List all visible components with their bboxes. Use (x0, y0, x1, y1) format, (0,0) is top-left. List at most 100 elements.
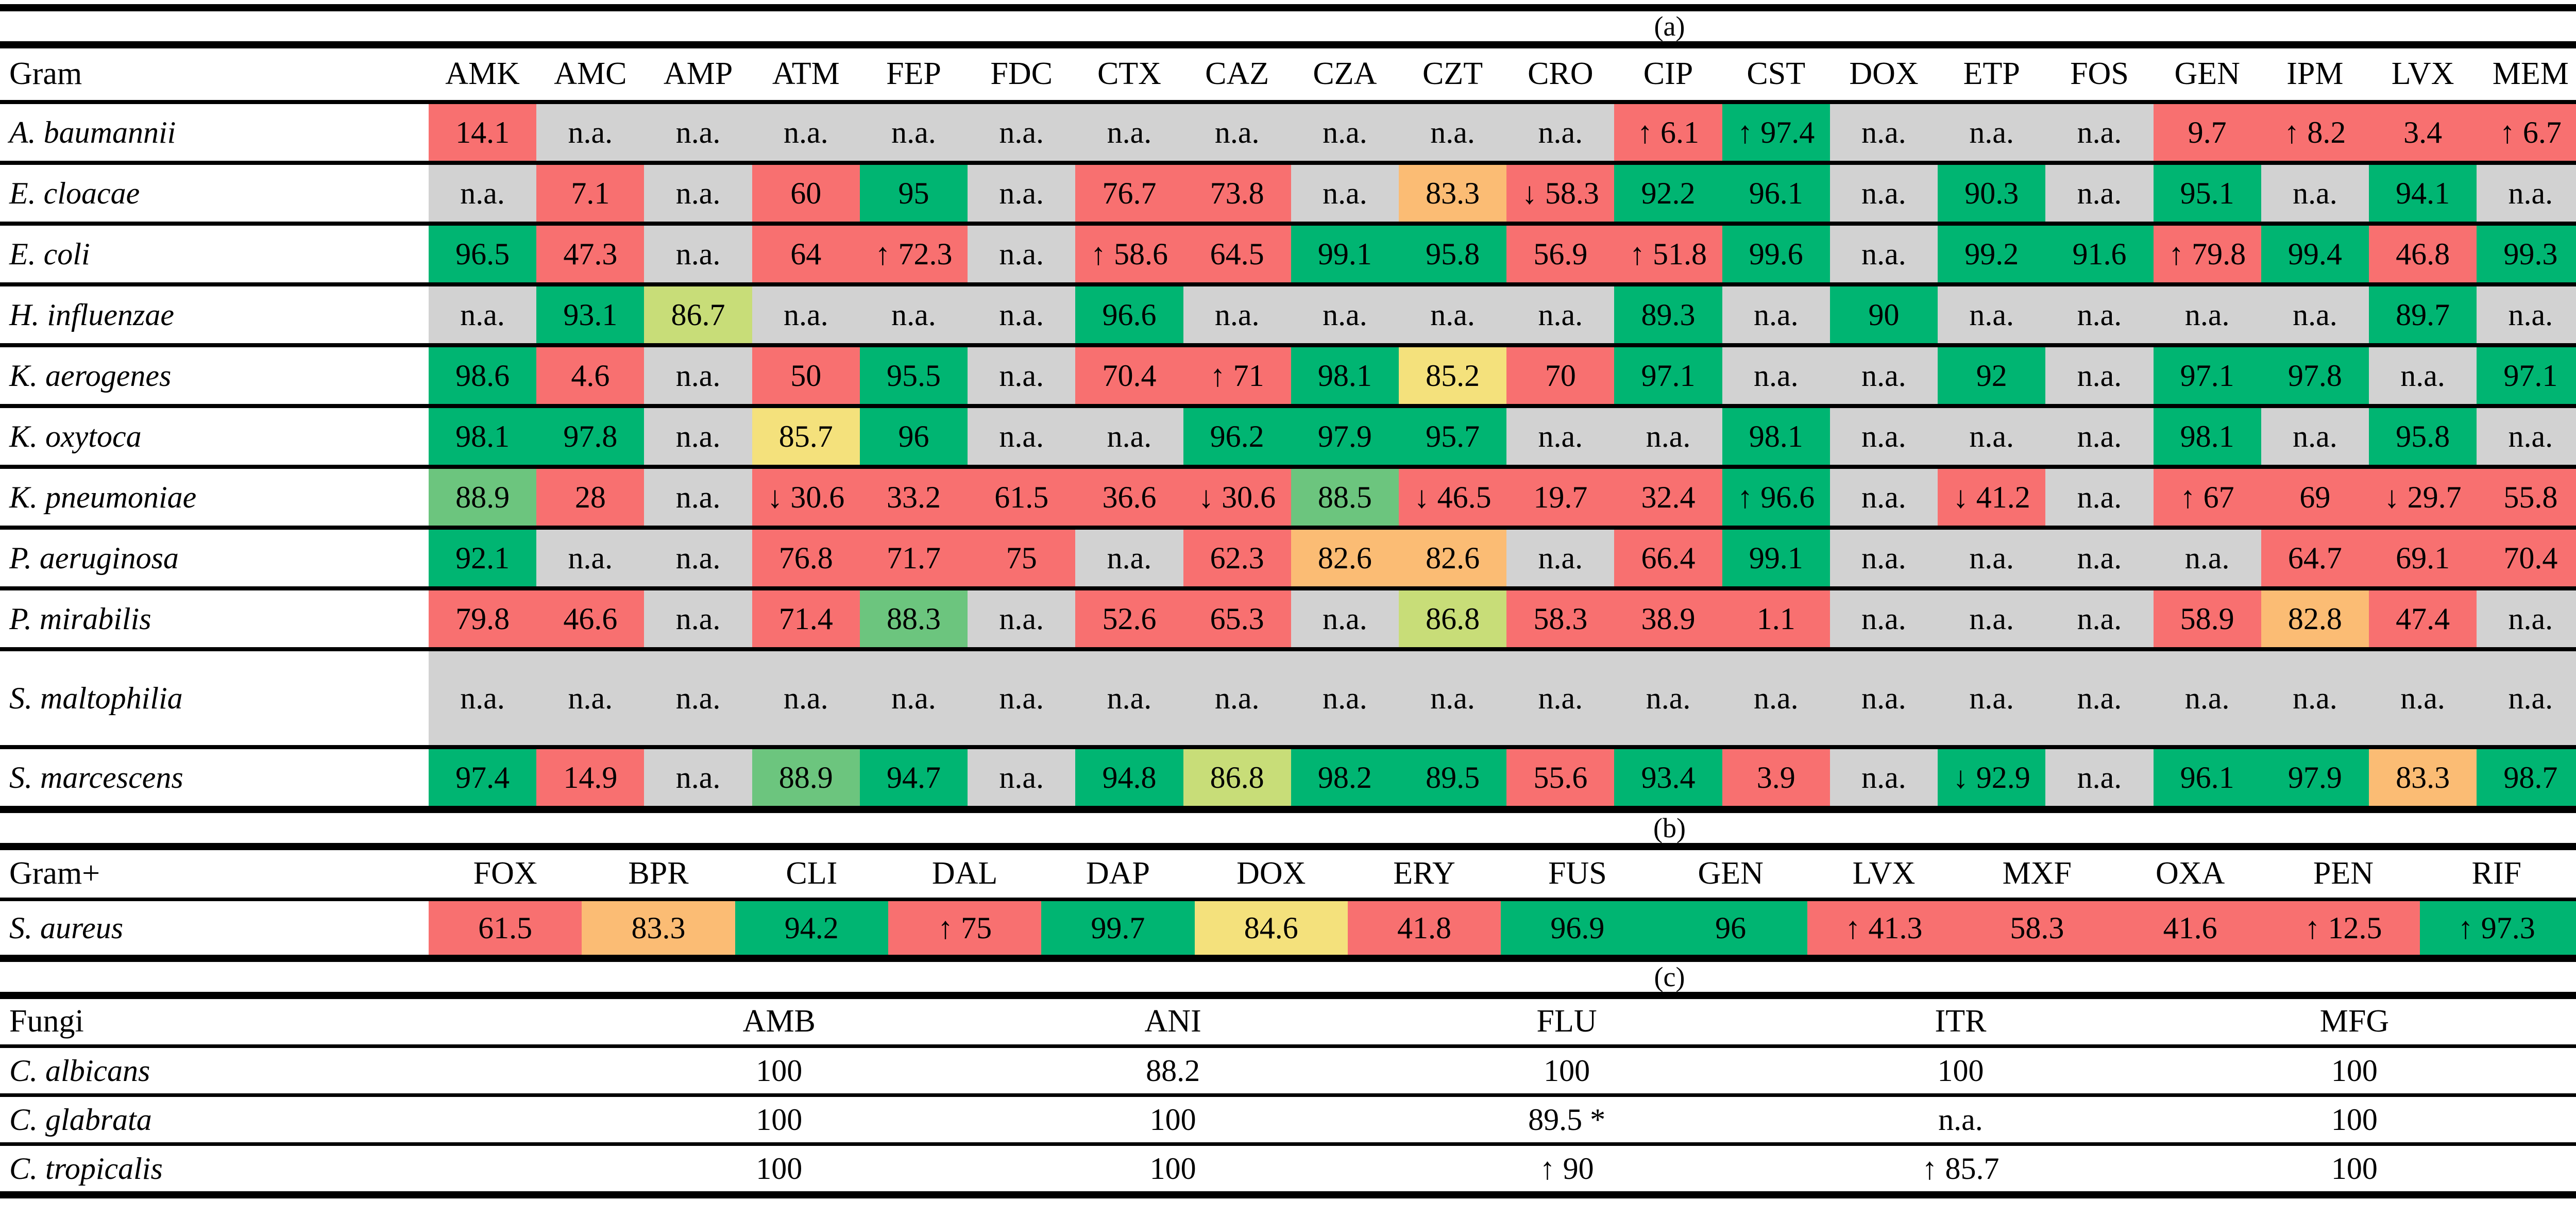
susceptibility-cell: n.a. (1829, 226, 1938, 282)
susceptibility-cell: 98.6 (429, 347, 537, 404)
susceptibility-cell: n.a. (2045, 408, 2154, 465)
susceptibility-cell: n.a. (1075, 104, 1183, 161)
susceptibility-cell: ↑ 97.3 (2420, 901, 2573, 955)
susceptibility-cell: 99.1 (1722, 530, 1830, 586)
horizontal-rule (0, 1044, 2576, 1048)
susceptibility-cell: n.a. (1183, 286, 1291, 343)
table-row: S. maltophilia n.a. n.a. n.a. n.a. n.a. n.a. n.… (0, 651, 2576, 745)
susceptibility-cell: n.a. (1291, 104, 1399, 161)
column-header: MFG (2319, 1004, 2389, 1039)
column-header: BPR (628, 856, 689, 891)
susceptibility-cell: 95.1 (2153, 165, 2261, 222)
susceptibility-cell: n.a. (536, 651, 645, 745)
susceptibility-cell: n.a. (1722, 286, 1830, 343)
susceptibility-cell: n.a. (2551, 1097, 2576, 1142)
table-header-row: FungiAMBANIFLUITRMFGPOSVOR (0, 999, 2576, 1044)
susceptibility-cell: n.a. (1829, 469, 1938, 526)
susceptibility-cell: 9.7 (2153, 104, 2261, 161)
susceptibility-cell: 71.4 (752, 590, 860, 647)
susceptibility-cell: 100 (582, 1146, 976, 1191)
susceptibility-cell: 76.8 (752, 530, 860, 586)
susceptibility-cell: 66.4 (1614, 530, 1722, 586)
column-header: GEN (2174, 56, 2240, 92)
susceptibility-cell: ↓ 41.2 (1938, 469, 2046, 526)
table-row: K. pneumoniae 88.9 28 n.a. ↓ 30.6 33.2 61.5 36.… (0, 469, 2576, 526)
susceptibility-cell: n.a. (1938, 530, 2046, 586)
horizontal-rule (0, 843, 2576, 850)
susceptibility-cell: 83.3 (1399, 165, 1507, 222)
susceptibility-cell: ↑ 75 (888, 901, 1042, 955)
susceptibility-cell: n.a. (968, 286, 1076, 343)
susceptibility-cell: 96.1 (2153, 749, 2261, 806)
susceptibility-cell: n.a. (1399, 104, 1507, 161)
susceptibility-cell: 95.8 (1399, 226, 1507, 282)
susceptibility-cell: 60 (752, 165, 860, 222)
table-row: E. coli 96.5 47.3 n.a. 64 ↑ 72.3 n.a. ↑ 58.6 64.… (0, 226, 2576, 282)
horizontal-rule (0, 992, 2576, 999)
horizontal-rule (0, 955, 2576, 962)
susceptibility-cell: 73.8 (1183, 165, 1291, 222)
susceptibility-cell: 41.8 (1347, 901, 1501, 955)
susceptibility-cell: 96.6 (1075, 286, 1183, 343)
horizontal-rule (0, 745, 2576, 749)
species-label: K. pneumoniae (0, 469, 429, 526)
susceptibility-cell: 99.1 (1291, 226, 1399, 282)
susceptibility-cell: n.a. (2045, 749, 2154, 806)
susceptibility-cell: 33.2 (859, 469, 968, 526)
susceptibility-cell: n.a. (2153, 530, 2261, 586)
susceptibility-cell: n.a. (1399, 286, 1507, 343)
susceptibility-cell: ↓ 92.9 (1938, 749, 2046, 806)
table-row: H. influenzae n.a. 93.1 86.7 n.a. n.a. n.a. 96.… (0, 286, 2576, 343)
susceptibility-cell: 79.8 (429, 590, 537, 647)
susceptibility-cell: n.a. (968, 651, 1076, 745)
susceptibility-cell: ↑ 58.6 (1075, 226, 1183, 282)
susceptibility-cell: n.a. (2369, 651, 2477, 745)
column-header: TDZ (2573, 850, 2576, 898)
species-label: S. marcescens (0, 749, 429, 806)
susceptibility-cell: 50 (752, 347, 860, 404)
table-row: E. cloacae n.a. 7.1 n.a. 60 95 n.a. 76.7 73.8 n.a… (0, 165, 2576, 222)
susceptibility-cell: 97.9 (2261, 749, 2369, 806)
horizontal-rule (0, 898, 2576, 901)
susceptibility-cell: 82.6 (1399, 530, 1507, 586)
susceptibility-cell: 96.5 (429, 226, 537, 282)
susceptibility-cell: n.a. (1829, 749, 1938, 806)
susceptibility-cell: ↓ 29.7 (2369, 469, 2477, 526)
susceptibility-cell: 93.1 (536, 286, 645, 343)
susceptibility-cell: 90.3 (1938, 165, 2046, 222)
susceptibility-cell: 89.7 (2369, 286, 2477, 343)
susceptibility-cell: n.a. (1075, 651, 1183, 745)
table-row: P. mirabilis 79.8 46.6 n.a. 71.4 88.3 n.a. 52.6… (0, 590, 2576, 647)
susceptibility-cell: 96.1 (1722, 165, 1830, 222)
susceptibility-cell: n.a. (859, 104, 968, 161)
susceptibility-cell: n.a. (968, 104, 1076, 161)
susceptibility-cell: n.a. (536, 104, 645, 161)
susceptibility-cell: n.a. (968, 347, 1076, 404)
susceptibility-cell: n.a. (1506, 651, 1615, 745)
susceptibility-cell: 38.9 (1614, 590, 1722, 647)
susceptibility-cell: n.a. (1829, 104, 1938, 161)
susceptibility-cell: 94.1 (2369, 165, 2477, 222)
table-header-row: Gram+ FOX BPR CLI DAL DAP DOX ERY FUS GEN LVX MXF OX… (0, 850, 2576, 898)
species-label: C. tropicalis (0, 1146, 582, 1191)
susceptibility-cell: n.a. (2045, 347, 2154, 404)
horizontal-rule (0, 222, 2576, 226)
susceptibility-cell: 100 (582, 1048, 976, 1093)
susceptibility-cell: 56.9 (1506, 226, 1615, 282)
susceptibility-cell: 55.6 (1506, 749, 1615, 806)
susceptibility-cell: n.a. (2261, 165, 2369, 222)
susceptibility-cell: n.a. (1506, 286, 1615, 343)
susceptibility-cell: n.a. (2477, 408, 2576, 465)
susceptibility-cell: 36.6 (1075, 469, 1183, 526)
column-header: AMP (663, 56, 733, 92)
column-header: CZA (1313, 56, 1377, 92)
species-label: C. albicans (0, 1048, 582, 1093)
susceptibility-cell: n.a. (752, 286, 860, 343)
susceptibility-cell: 70.4 (2477, 530, 2576, 586)
susceptibility-cell: 28 (536, 469, 645, 526)
column-header: ETP (1963, 56, 2020, 92)
susceptibility-cell: 100 (1764, 1048, 2158, 1093)
susceptibility-cell: 75 (968, 530, 1076, 586)
susceptibility-cell: 96 (859, 408, 968, 465)
